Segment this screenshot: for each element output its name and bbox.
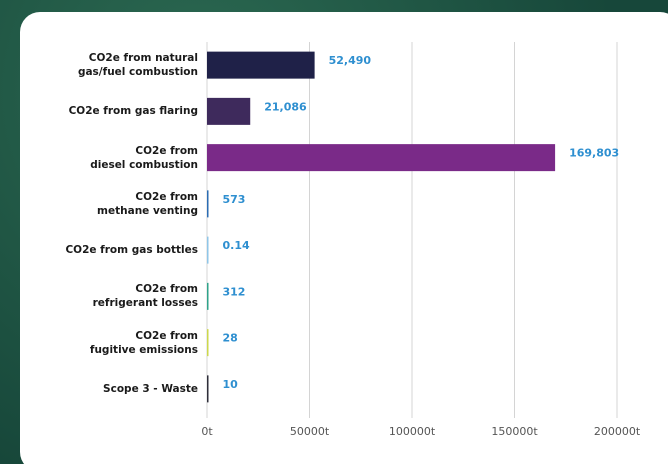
- x-tick-label: 0t: [201, 425, 213, 438]
- card: [20, 12, 668, 472]
- x-tick-label: 150000t: [491, 425, 538, 438]
- bar: [207, 97, 251, 125]
- value-label: 21,086: [264, 100, 307, 113]
- bar: [207, 282, 209, 310]
- x-tick-label: 50000t: [290, 425, 330, 438]
- value-label: 0.14: [223, 239, 250, 252]
- bar: [207, 51, 315, 79]
- value-label: 28: [223, 332, 238, 345]
- x-tick-label: 100000t: [389, 425, 436, 438]
- bar: [207, 144, 556, 172]
- y-tick-label: CO2e from refrigerant losses: [92, 283, 198, 310]
- y-tick-label: CO2e from methane venting: [97, 190, 198, 217]
- value-label: 52,490: [329, 54, 372, 67]
- value-label: 10: [223, 378, 239, 391]
- bar: [207, 329, 209, 357]
- value-label: 312: [223, 285, 246, 298]
- y-tick-label: CO2e from gas flaring: [68, 105, 198, 118]
- y-tick-label: Scope 3 - Waste: [103, 382, 198, 395]
- y-tick-label: CO2e from diesel combustion: [90, 144, 198, 171]
- y-tick-label: CO2e from natural gas/fuel combustion: [77, 52, 198, 79]
- bar: [207, 236, 209, 264]
- bar: [207, 375, 209, 403]
- y-tick-label: CO2e from fugitive emissions: [89, 329, 198, 356]
- x-tick-label: 200000t: [594, 425, 641, 438]
- value-label: 573: [223, 193, 246, 206]
- y-tick-label: CO2e from gas bottles: [65, 244, 198, 257]
- bar: [207, 190, 209, 218]
- value-label: 169,803: [569, 147, 619, 160]
